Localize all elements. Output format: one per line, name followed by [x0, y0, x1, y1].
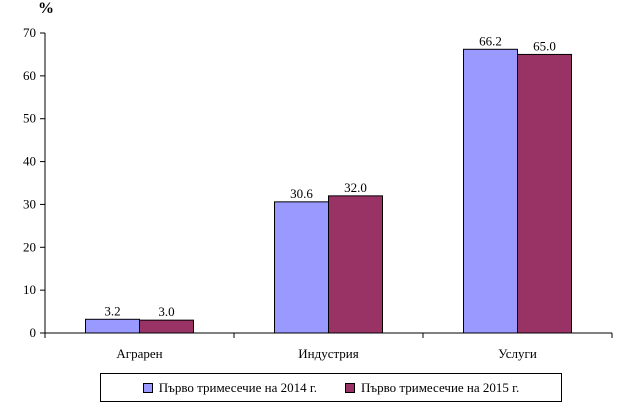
legend-swatch-2015	[345, 382, 355, 393]
legend-label-2015: Първо тримесечие на 2015 г.	[361, 379, 520, 395]
bar-2015	[517, 53, 572, 334]
y-tick-label: 60	[23, 68, 36, 83]
data-label: 65.0	[533, 38, 556, 53]
x-axis: Аграрен Индустрия Услуги	[44, 332, 613, 361]
bar-2014	[463, 48, 518, 334]
data-label: 3.2	[104, 303, 120, 318]
y-tick-label: 30	[23, 196, 36, 211]
legend-label-2014: Първо тримесечие на 2014 г.	[158, 379, 317, 395]
y-tick-label: 0	[30, 325, 37, 340]
data-label: 3.0	[158, 304, 174, 319]
y-tick-label: 20	[23, 239, 36, 254]
bar-2014	[274, 201, 329, 334]
bar-2015	[139, 319, 194, 334]
data-label: 66.2	[479, 33, 502, 48]
legend: Първо тримесечие на 2014 г. Първо тримес…	[100, 373, 562, 402]
legend-item-2015: Първо тримесечие на 2015 г.	[345, 380, 519, 396]
x-tick-label: Индустрия	[298, 346, 359, 361]
y-tick-label: 40	[23, 154, 36, 169]
y-axis-unit: %	[38, 0, 54, 17]
y-tick-label: 10	[23, 282, 36, 297]
bar-2014	[85, 318, 140, 334]
x-tick-label: Аграрен	[116, 346, 162, 361]
bars-group: 3.2 30.6 66.2 3.0 32.0 65.0	[85, 33, 572, 334]
bar-2015	[328, 195, 383, 334]
data-label: 30.6	[290, 186, 313, 201]
bar-chart: % 0 10 20 30 40 50 60 70 3.2 30.6 66.2 3.0 32.0 65.0…	[23, 0, 613, 361]
legend-swatch-2014	[142, 382, 153, 393]
x-tick-label: Услуги	[498, 346, 537, 361]
y-axis: 0 10 20 30 40 50 60 70	[23, 25, 46, 340]
legend-item-2014: Първо тримесечие на 2014 г.	[142, 379, 317, 396]
y-tick-label: 70	[23, 25, 36, 40]
y-tick-label: 50	[23, 111, 36, 126]
data-label: 32.0	[344, 180, 367, 195]
